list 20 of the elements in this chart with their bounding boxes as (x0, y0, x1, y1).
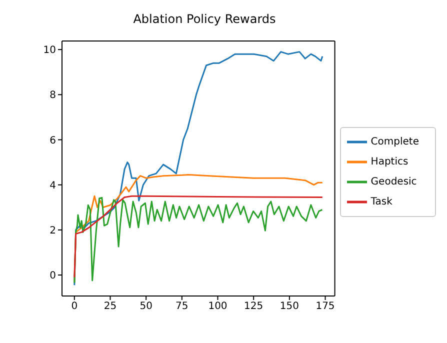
y-tick-label: 2 (50, 225, 56, 236)
y-tick-label: 10 (43, 45, 56, 56)
x-tick-label: 75 (176, 301, 188, 312)
legend-label: Task (370, 196, 392, 208)
x-tick-label: 100 (208, 301, 228, 312)
y-tick-label: 4 (50, 180, 56, 192)
x-tick-label: 25 (104, 301, 117, 312)
legend-label: Haptics (370, 156, 408, 168)
x-tick-label: 50 (140, 301, 152, 312)
y-tick-label: 6 (50, 135, 56, 146)
y-tick-label: 0 (50, 270, 56, 282)
x-tick-label: 175 (316, 301, 335, 312)
legend-label: Geodesic (370, 176, 417, 188)
line-series (74, 51, 324, 286)
x-tick-label: 0 (71, 301, 78, 312)
legend-label: Complete (370, 136, 419, 148)
y-tick-label: 8 (50, 90, 56, 102)
x-tick-label: 125 (244, 301, 264, 312)
chart-title: Ablation Policy Rewards (132, 12, 277, 26)
x-tick-label: 150 (280, 301, 299, 312)
